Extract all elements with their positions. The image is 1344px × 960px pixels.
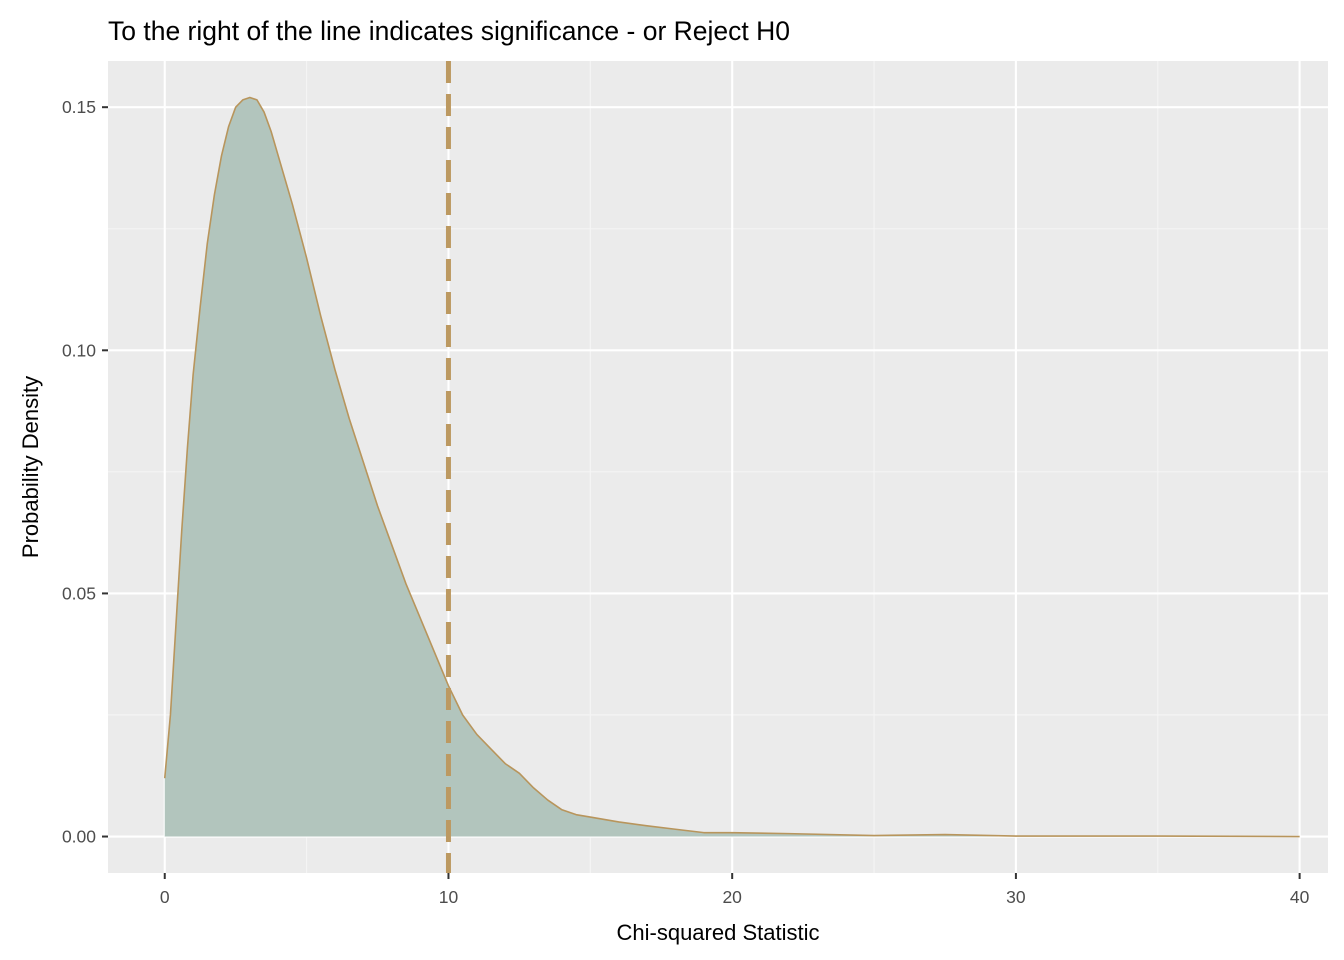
y-axis-ticks: 0.00 0.05 0.10 0.15 xyxy=(62,97,108,847)
x-tick-label: 20 xyxy=(722,887,742,907)
x-tick-label: 10 xyxy=(439,887,459,907)
x-axis-ticks: 0 10 20 30 40 xyxy=(160,873,1310,907)
y-tick-label: 0.10 xyxy=(62,340,96,360)
y-tick-label: 0.05 xyxy=(62,583,96,603)
x-tick-label: 40 xyxy=(1290,887,1310,907)
y-axis-title: Probability Density xyxy=(18,376,43,558)
minor-gridlines xyxy=(108,61,1328,873)
x-axis-title: Chi-squared Statistic xyxy=(617,920,820,945)
y-tick-label: 0.15 xyxy=(62,97,96,117)
density-curve xyxy=(163,96,1300,838)
x-tick-label: 0 xyxy=(160,887,170,907)
y-tick-label: 0.00 xyxy=(62,827,96,847)
x-tick-label: 30 xyxy=(1006,887,1026,907)
chart-title: To the right of the line indicates signi… xyxy=(108,16,790,46)
density-area xyxy=(164,97,1300,837)
